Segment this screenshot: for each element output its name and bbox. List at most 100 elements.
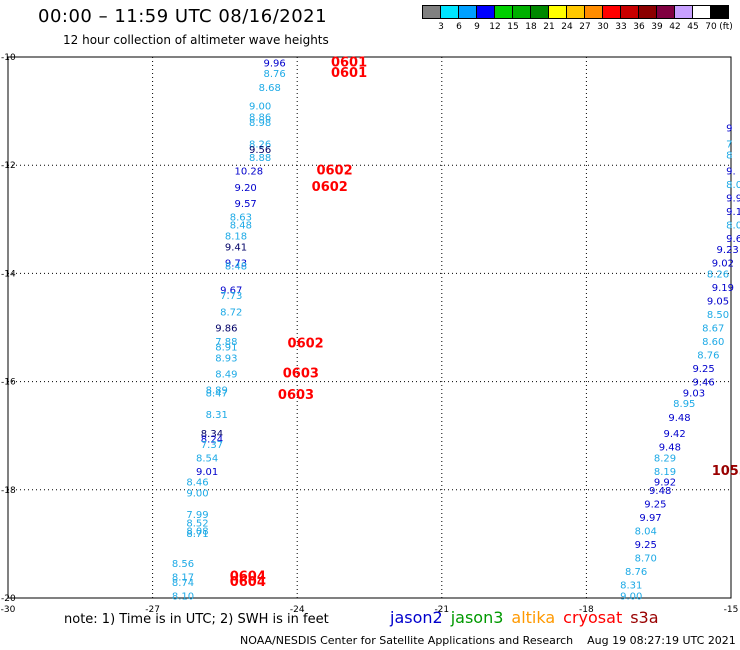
wave-height-label: 8.88 <box>249 153 271 164</box>
wave-height-label: 8.48 <box>225 261 247 272</box>
x-tick-label: -27 <box>145 605 160 612</box>
wave-height-label: 9.25 <box>692 364 714 375</box>
wave-height-label: 9 <box>726 123 732 134</box>
wave-height-label: 9.73 <box>225 259 247 270</box>
wave-height-label: 8.70 <box>635 553 657 564</box>
wave-height-label: 8.18 <box>225 232 247 243</box>
wave-height-label: 8.76 <box>263 69 285 80</box>
generated-timestamp: Aug 19 08:27:19 UTC 2021 <box>587 634 736 647</box>
wave-height-label: 8.67 <box>702 324 724 335</box>
wave-height-label: 9.23 <box>717 245 739 256</box>
wave-height-label: 9.41 <box>225 242 247 253</box>
y-tick-label: -12 <box>1 161 16 171</box>
color-scale-label: 42 <box>669 22 681 32</box>
wave-height-label: 8.71 <box>186 529 208 540</box>
pass-id-label: 1055 <box>712 464 740 479</box>
color-scale-label: 39 <box>651 22 663 32</box>
wave-height-label: 7.73 <box>220 291 242 302</box>
wave-height-label: 8.29 <box>654 453 676 464</box>
wave-height-label: 8.60 <box>702 337 724 348</box>
wave-height-label: 9.66 <box>726 234 740 245</box>
color-scale-label: 12 <box>489 22 501 32</box>
wave-height-label: 9.42 <box>664 429 686 440</box>
color-scale-label: 45 <box>687 22 699 32</box>
x-tick-label: -15 <box>724 605 739 612</box>
wave-height-label: 9.96 <box>263 58 285 69</box>
pass-id-label: 0603 <box>278 388 314 403</box>
plot-frame <box>7 56 732 599</box>
wave-height-label: 8.46 <box>186 478 208 489</box>
wave-height-label: 8.26 <box>249 140 271 151</box>
wave-height-label: 8.19 <box>654 467 676 478</box>
wave-height-label: 9. <box>726 167 736 178</box>
x-tick-label: -30 <box>1 605 16 612</box>
legend-entry: jason2 <box>390 608 443 627</box>
wave-height-label: 9.48 <box>668 413 690 424</box>
legend-entry: altika <box>511 608 556 627</box>
legend-entry: cryosat <box>563 608 623 627</box>
wave-height-label: 9.00 <box>620 591 642 602</box>
color-scale-unit: (ft) <box>719 22 733 32</box>
chart-subtitle: 12 hour collection of altimeter wave hei… <box>63 33 329 47</box>
wave-height-label: 9.02 <box>712 259 734 270</box>
wave-height-label: 8.76 <box>697 351 719 362</box>
wave-height-label: 9.48 <box>649 486 671 497</box>
wave-height-label: 8.91 <box>215 342 237 353</box>
wave-height-label: 9.20 <box>235 183 257 194</box>
color-scale-label: 36 <box>633 22 645 32</box>
wave-height-label: 8.93 <box>215 353 237 364</box>
color-scale-label: 6 <box>456 22 462 32</box>
wave-height-label: 8.98 <box>249 118 271 129</box>
color-scale-label: 3 <box>438 22 444 32</box>
wave-height-label: 8.04 <box>635 526 657 537</box>
wave-height-label: 8.74 <box>172 578 194 589</box>
wave-height-label: 9.46 <box>692 378 714 389</box>
pass-id-label: 0601 <box>331 66 367 81</box>
wave-height-label: 9.48 <box>659 443 681 454</box>
wave-height-label: 9.25 <box>635 540 657 551</box>
wave-height-label: 8.76 <box>625 567 647 578</box>
wave-height-label: 7.88 <box>215 337 237 348</box>
x-tick-label: -21 <box>434 605 449 612</box>
wave-height-label: 8.24 <box>201 434 223 445</box>
wave-height-label: 9.19 <box>712 283 734 294</box>
wave-height-label: 8.95 <box>673 399 695 410</box>
color-scale-label: 33 <box>615 22 627 32</box>
wave-height-label: 8.86 <box>249 113 271 124</box>
satellite-legend: jason2 jason3 altika cryosat s3a <box>390 608 667 627</box>
wave-height-label: 9.57 <box>235 199 257 210</box>
wave-height-label: 7.99 <box>186 510 208 521</box>
wave-height-label: 8.68 <box>259 83 281 94</box>
pass-id-label: 0602 <box>316 164 352 179</box>
wave-height-label: 8.50 <box>707 310 729 321</box>
x-tick-label: -18 <box>579 605 594 612</box>
wave-height-label: 8.63 <box>230 213 252 224</box>
wave-height-label: 8.54 <box>196 453 218 464</box>
color-scale-swatch <box>710 5 729 19</box>
color-scale-label: 24 <box>561 22 573 32</box>
color-scale-label: 15 <box>507 22 519 32</box>
wave-height-label: 9.03 <box>683 388 705 399</box>
wave-height-label: 8.56 <box>172 559 194 570</box>
wave-height-label: 8.49 <box>215 369 237 380</box>
color-scale-label: 70 <box>705 22 717 32</box>
wave-height-label: 8.52 <box>186 518 208 529</box>
wave-height-label: 8.05 <box>726 221 740 232</box>
wave-height-label: 9.86 <box>215 324 237 335</box>
footer-credit: NOAA/NESDIS Center for Satellite Applica… <box>240 634 736 647</box>
wave-height-label: 8.72 <box>220 307 242 318</box>
color-scale-label: 9 <box>474 22 480 32</box>
y-tick-label: -20 <box>1 594 16 604</box>
pass-id-label: 0602 <box>312 180 348 195</box>
wave-height-label: 10.28 <box>235 167 264 178</box>
wave-height-label: 9.9 <box>726 194 740 205</box>
chart-title: 00:00 – 11:59 UTC 08/16/2021 <box>38 6 328 27</box>
y-tick-label: -10 <box>1 53 16 63</box>
wave-height-label: 8.08 <box>186 526 208 537</box>
y-tick-label: -16 <box>1 378 16 388</box>
wave-height-label: 8.34 <box>201 429 223 440</box>
wave-height-label: 9.67 <box>220 286 242 297</box>
y-tick-label: -14 <box>1 269 16 279</box>
pass-id-label: 0604 <box>230 569 266 584</box>
wave-height-plot: -30 -27 -24 -21 -18 -15 -10 -12 -14 -16 -18 -20 9.96… <box>1 53 740 612</box>
